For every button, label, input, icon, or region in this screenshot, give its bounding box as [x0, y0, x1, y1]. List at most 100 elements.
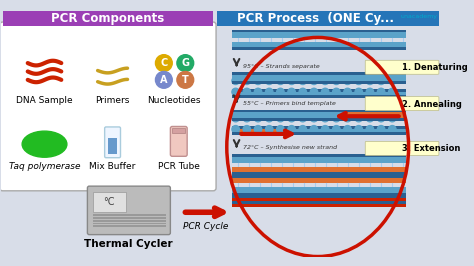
Bar: [232, 113, 406, 118]
Circle shape: [366, 88, 374, 96]
Bar: [232, 89, 406, 92]
Circle shape: [333, 88, 340, 96]
Bar: [172, 128, 185, 133]
Circle shape: [299, 77, 307, 85]
Bar: [93, 225, 166, 227]
Text: PCR Cycle: PCR Cycle: [183, 222, 228, 231]
Circle shape: [344, 77, 351, 85]
Bar: [232, 157, 406, 163]
Circle shape: [310, 88, 318, 96]
Circle shape: [366, 114, 374, 122]
Bar: [93, 222, 166, 224]
Circle shape: [355, 88, 363, 96]
Circle shape: [355, 77, 363, 85]
Text: T: T: [182, 75, 189, 85]
Circle shape: [377, 126, 385, 133]
Circle shape: [277, 126, 284, 133]
Bar: [232, 118, 406, 121]
Circle shape: [355, 114, 363, 122]
Ellipse shape: [22, 131, 67, 157]
FancyBboxPatch shape: [0, 22, 216, 191]
Circle shape: [344, 88, 351, 96]
Text: unacademy: unacademy: [400, 14, 437, 19]
Bar: [232, 81, 406, 84]
Text: C: C: [160, 58, 167, 68]
Circle shape: [333, 77, 340, 85]
Bar: [232, 155, 406, 157]
Circle shape: [265, 88, 273, 96]
Circle shape: [288, 114, 295, 122]
Text: 1. Denaturing: 1. Denaturing: [401, 63, 467, 72]
Bar: [93, 192, 126, 212]
Circle shape: [310, 77, 318, 85]
Text: PCR Components: PCR Components: [51, 12, 164, 25]
Bar: [2, 11, 213, 26]
Circle shape: [243, 88, 251, 96]
Circle shape: [321, 114, 329, 122]
Text: 3. Extension: 3. Extension: [401, 144, 460, 153]
Bar: [232, 172, 406, 175]
Bar: [232, 178, 406, 183]
Bar: [232, 75, 406, 81]
Circle shape: [155, 55, 172, 72]
Bar: [232, 32, 406, 38]
Circle shape: [321, 77, 329, 85]
Text: Mix Buffer: Mix Buffer: [90, 162, 136, 171]
Bar: [232, 129, 406, 135]
Circle shape: [277, 88, 284, 96]
Bar: [232, 95, 406, 98]
Bar: [232, 47, 406, 50]
Text: 95°C – Strands separate: 95°C – Strands separate: [243, 64, 320, 69]
Bar: [290, 129, 406, 135]
Circle shape: [177, 72, 194, 88]
Circle shape: [321, 88, 329, 96]
Circle shape: [389, 88, 396, 96]
Text: Thermal Cycler: Thermal Cycler: [84, 239, 173, 249]
Circle shape: [333, 126, 340, 133]
Circle shape: [377, 77, 385, 85]
Circle shape: [265, 126, 273, 133]
Circle shape: [389, 126, 396, 133]
FancyBboxPatch shape: [365, 97, 439, 111]
Circle shape: [288, 77, 295, 85]
Text: PCR Process  (ONE Cy...: PCR Process (ONE Cy...: [237, 12, 394, 25]
Text: 72°C – Synthesise new strand: 72°C – Synthesise new strand: [243, 146, 337, 150]
Circle shape: [232, 77, 239, 85]
Bar: [232, 175, 406, 178]
FancyBboxPatch shape: [105, 127, 120, 158]
FancyBboxPatch shape: [87, 186, 170, 235]
Bar: [346, 113, 406, 118]
Bar: [232, 198, 406, 201]
FancyBboxPatch shape: [365, 60, 439, 74]
Circle shape: [366, 126, 374, 133]
FancyBboxPatch shape: [170, 126, 187, 156]
Circle shape: [243, 114, 251, 122]
Text: °C: °C: [103, 197, 115, 207]
Circle shape: [389, 114, 396, 122]
Bar: [232, 30, 406, 32]
Circle shape: [254, 88, 262, 96]
Circle shape: [377, 114, 385, 122]
FancyBboxPatch shape: [365, 142, 439, 155]
Bar: [232, 196, 406, 198]
Circle shape: [232, 88, 239, 96]
Circle shape: [344, 126, 351, 133]
Bar: [108, 138, 117, 155]
Text: PCR Tube: PCR Tube: [158, 162, 200, 171]
Circle shape: [254, 77, 262, 85]
Circle shape: [277, 114, 284, 122]
Bar: [232, 187, 406, 193]
Text: 55°C – Primers bind template: 55°C – Primers bind template: [243, 101, 336, 106]
Circle shape: [355, 126, 363, 133]
Text: 2. Annealing: 2. Annealing: [401, 99, 462, 109]
Circle shape: [299, 126, 307, 133]
Circle shape: [299, 114, 307, 122]
Text: Primers: Primers: [95, 96, 130, 105]
Bar: [93, 214, 166, 216]
Circle shape: [321, 126, 329, 133]
Circle shape: [232, 126, 239, 133]
Bar: [232, 110, 406, 113]
Circle shape: [389, 77, 396, 85]
Circle shape: [232, 114, 239, 122]
Text: Nucleotides: Nucleotides: [147, 96, 201, 105]
